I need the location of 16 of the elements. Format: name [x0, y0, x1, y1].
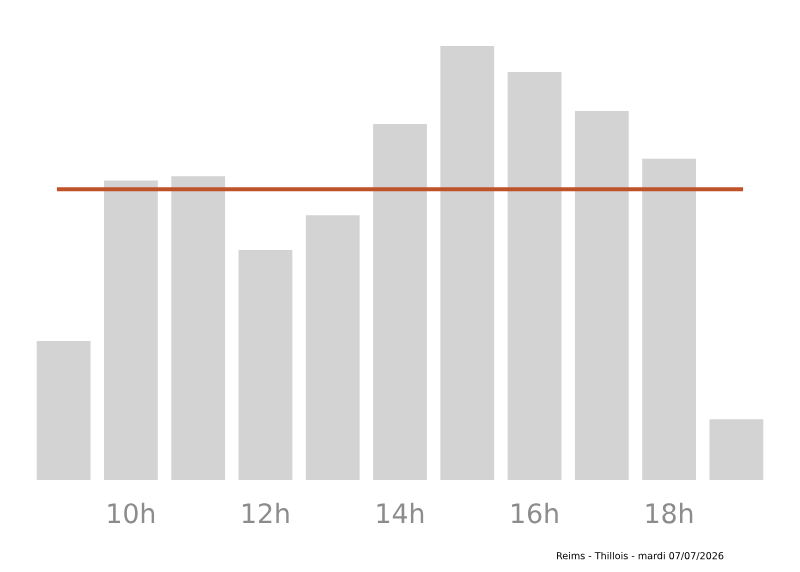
bar — [507, 72, 562, 480]
bar — [171, 176, 226, 480]
bar — [440, 46, 495, 480]
x-tick-label: 16h — [512, 502, 558, 524]
bar — [104, 180, 158, 480]
bar — [305, 215, 360, 480]
x-tick-label: 14h — [377, 502, 424, 524]
bar — [373, 124, 427, 480]
bar — [36, 341, 91, 480]
bar — [238, 249, 293, 480]
x-tick-label: 18h — [646, 502, 693, 524]
bar — [709, 419, 764, 480]
bar — [642, 158, 696, 480]
bar — [574, 111, 629, 480]
x-tick-label: 10h — [108, 502, 155, 524]
x-tick-label: 12h — [242, 502, 289, 524]
